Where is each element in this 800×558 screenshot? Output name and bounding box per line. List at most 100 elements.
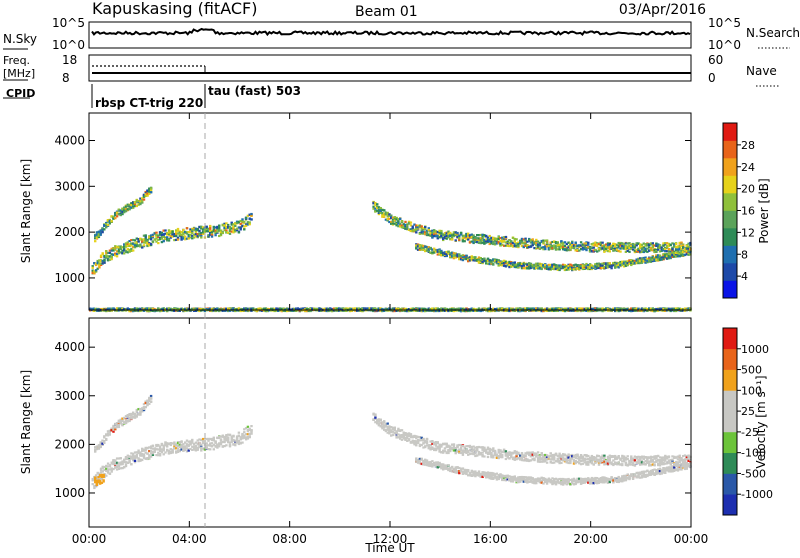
- nave-tick-bottom: 0: [708, 71, 716, 85]
- power-bg: [89, 113, 691, 310]
- power-cell: [464, 240, 466, 242]
- power-cell: [569, 249, 571, 251]
- freq-unit-label: [MHz]: [3, 67, 35, 80]
- power-cell: [575, 242, 577, 244]
- power-ytick-label: 4000: [54, 133, 85, 147]
- power-cell: [585, 249, 587, 251]
- nsky-tick-top: 10^5: [52, 16, 85, 30]
- power-cell: [116, 255, 118, 257]
- power-cell: [249, 221, 251, 223]
- power-cell: [150, 243, 152, 245]
- cpid-segment-1: rbsp CT-trig 220: [95, 96, 203, 110]
- velocity-cell: [105, 475, 107, 477]
- power-ylabel: Slant Range [km]: [19, 159, 33, 263]
- power-cell: [116, 215, 118, 217]
- power-cbar-swatch: [723, 141, 737, 159]
- power-cell: [177, 239, 179, 241]
- nave-tick-top: 60: [708, 53, 723, 67]
- power-cell: [206, 226, 208, 228]
- power-cbar-swatch: [723, 211, 737, 229]
- nave-label: Nave: [746, 64, 777, 78]
- station-title: Kapuskasing (fitACF): [92, 0, 257, 18]
- power-cell: [652, 242, 654, 244]
- power-cell: [514, 261, 516, 263]
- power-cell: [634, 246, 636, 248]
- power-cell: [218, 227, 220, 229]
- power-cell: [467, 238, 469, 240]
- power-cell: [505, 236, 507, 238]
- power-cell: [243, 221, 245, 223]
- power-cell: [492, 263, 494, 265]
- power-cbar-swatch: [723, 158, 737, 176]
- power-cell: [200, 236, 202, 238]
- power-cell: [406, 225, 408, 227]
- power-cell: [628, 251, 630, 253]
- power-cell: [211, 236, 213, 238]
- power-cell: [229, 233, 231, 235]
- power-cell: [456, 232, 458, 234]
- power-cbar-tick-label: 24: [741, 161, 755, 174]
- power-cell: [465, 255, 467, 257]
- power-cell: [675, 243, 677, 245]
- power-cell: [186, 227, 188, 229]
- power-cell: [243, 228, 245, 230]
- power-cell: [145, 234, 147, 236]
- power-cell: [184, 236, 186, 238]
- power-cell: [655, 251, 657, 253]
- freq-tick-bottom: 8: [62, 71, 70, 85]
- power-cell: [619, 251, 621, 253]
- power-cell: [671, 248, 673, 250]
- power-cell: [150, 187, 152, 189]
- power-cell: [241, 218, 243, 220]
- power-cell: [580, 241, 582, 243]
- power-cell: [110, 220, 112, 222]
- nsky-tick-bottom: 10^0: [52, 38, 85, 52]
- power-cell: [182, 229, 184, 231]
- power-cell: [146, 195, 148, 197]
- power-cell: [596, 245, 598, 247]
- nsearch-tick-bottom: 10^0: [708, 38, 741, 52]
- power-cell: [222, 232, 224, 234]
- power-cell: [483, 258, 485, 260]
- power-cell: [114, 217, 116, 219]
- power-cell: [234, 225, 236, 227]
- power-cell: [587, 242, 589, 244]
- power-cell: [399, 218, 401, 220]
- power-cell: [143, 199, 145, 201]
- power-cell: [376, 203, 378, 205]
- power-cell: [571, 242, 573, 244]
- power-cell: [139, 244, 141, 246]
- power-cbar-swatch: [723, 193, 737, 211]
- power-cell: [415, 231, 417, 233]
- freq-tick-top: 18: [62, 53, 77, 67]
- power-cell: [593, 247, 595, 249]
- power-cbar-swatch: [723, 123, 737, 141]
- cpid-panel: CPID rbsp CT-trig 220 tau (fast) 503: [3, 84, 301, 110]
- power-cell: [546, 239, 548, 241]
- power-cbar-swatch: [723, 228, 737, 246]
- power-cell: [517, 245, 519, 247]
- velocity-cell: [109, 465, 111, 467]
- power-cbar-swatch: [723, 176, 737, 194]
- velocity-cell: [134, 460, 136, 462]
- power-cell: [150, 191, 152, 193]
- power-cell: [171, 231, 173, 233]
- nsearch-label: N.Search: [746, 26, 800, 40]
- power-cell: [238, 231, 240, 233]
- velocity-bg: [89, 318, 691, 527]
- nsky-trace: [92, 29, 690, 35]
- power-cell: [92, 267, 94, 269]
- power-cell: [440, 230, 442, 232]
- power-cell: [383, 209, 385, 211]
- power-cell: [137, 241, 139, 243]
- nsearch-tick-top: 10^5: [708, 16, 741, 30]
- nsky-label: N.Sky: [3, 32, 37, 46]
- power-ytick-label: 1000: [54, 271, 85, 285]
- power-cell: [214, 234, 216, 236]
- power-cell: [164, 229, 166, 231]
- power-cbar-tick-label: 12: [741, 226, 755, 239]
